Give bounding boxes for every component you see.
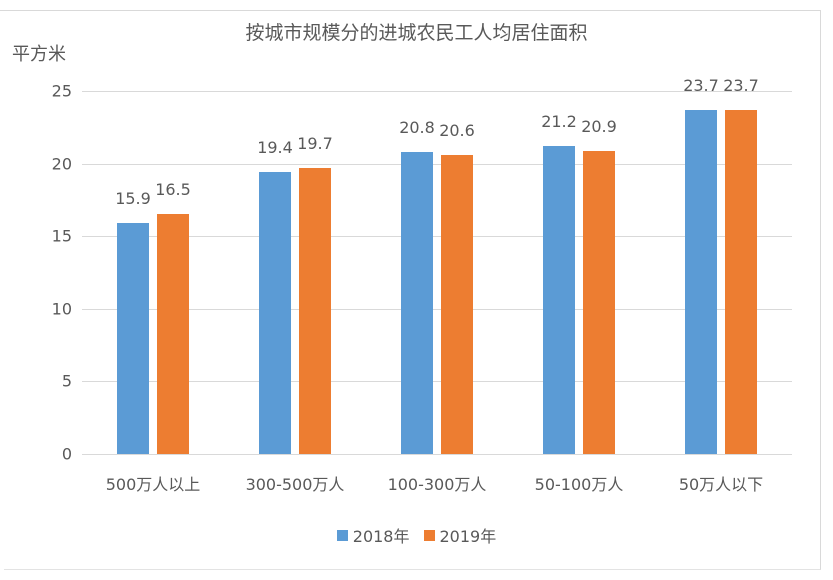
data-label: 19.7 xyxy=(297,133,333,153)
chart-legend: 2018年 2019年 xyxy=(0,523,833,547)
legend-swatch-icon xyxy=(423,529,435,541)
x-tick-label: 50-100万人 xyxy=(534,475,624,494)
plot-area: 15.9 16.5 19.4 19.7 20.8 20.6 21.2 20.9 23.7 23.7 xyxy=(82,76,792,455)
data-label: 23.7 xyxy=(723,75,759,95)
y-axis-unit-label: 平方米 xyxy=(12,44,66,65)
bar-2019年-50万人以下 xyxy=(725,109,757,454)
gridline xyxy=(82,163,792,165)
legend-item: 2018年 xyxy=(336,523,410,547)
data-label: 20.9 xyxy=(581,116,617,136)
data-label: 15.9 xyxy=(115,189,151,209)
y-tick-label: 25 xyxy=(51,81,72,101)
bar-2019年-500万人以上 xyxy=(157,214,189,454)
legend-item: 2019年 xyxy=(423,523,497,547)
data-label: 19.4 xyxy=(257,138,293,158)
y-tick-label: 15 xyxy=(51,226,72,246)
x-tick-label: 500万人以上 xyxy=(105,475,201,494)
data-label: 20.6 xyxy=(439,120,475,140)
bar-2018年-50-100万人 xyxy=(543,146,575,454)
bar-2019年-300-500万人 xyxy=(299,167,331,454)
chart-frame xyxy=(4,10,821,570)
gridline xyxy=(82,236,792,238)
legend-label: 2019年 xyxy=(439,527,497,546)
data-label: 21.2 xyxy=(541,112,577,132)
x-tick-label: 300-500万人 xyxy=(245,475,345,494)
bar-2019年-100-300万人 xyxy=(441,154,473,454)
legend-swatch-icon xyxy=(336,529,348,541)
bar-2018年-300-500万人 xyxy=(259,172,291,454)
data-label: 16.5 xyxy=(155,180,191,200)
y-tick-label: 10 xyxy=(51,299,72,319)
bar-2019年-50-100万人 xyxy=(583,150,615,454)
data-label: 20.8 xyxy=(399,117,435,137)
bar-2018年-100-300万人 xyxy=(401,151,433,454)
gridline xyxy=(82,91,792,92)
bar-2018年-500万人以上 xyxy=(117,223,149,454)
y-tick-label: 20 xyxy=(51,154,72,174)
x-tick-label: 100-300万人 xyxy=(387,475,487,494)
x-tick-label: 50万人以下 xyxy=(678,475,764,494)
y-tick-label: 5 xyxy=(61,371,72,391)
gridline xyxy=(82,454,792,455)
legend-label: 2018年 xyxy=(352,527,410,546)
bar-2018年-50万人以下 xyxy=(685,109,717,454)
chart-title: 按城市规模分的进城农民工人均居住面积 xyxy=(245,22,588,44)
y-tick-label: 0 xyxy=(61,444,72,464)
gridline xyxy=(82,381,792,383)
gridline xyxy=(82,308,792,310)
data-label: 23.7 xyxy=(683,75,719,95)
